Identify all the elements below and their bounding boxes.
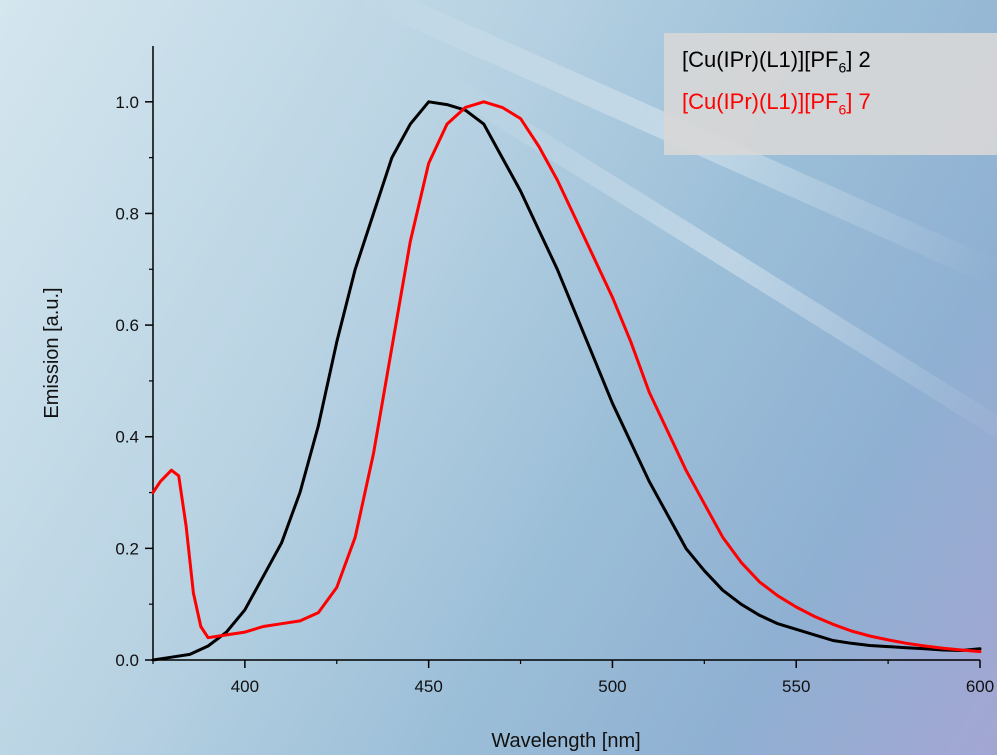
y-tick-label: 0.0 — [115, 651, 139, 670]
legend-subscript: 6 — [838, 101, 847, 118]
x-tick-label: 600 — [966, 677, 994, 696]
y-axis-title: Emission [a.u.] — [41, 287, 63, 418]
y-tick-label: 0.2 — [115, 539, 139, 558]
x-axis-title: Wavelength [nm] — [491, 730, 640, 752]
axes — [152, 46, 980, 661]
x-tick-label: 500 — [598, 677, 626, 696]
y-tick-label: 0.4 — [115, 428, 139, 447]
ticks: 400 450 500 550 600 0.0 0.2 0.4 0.6 0.8 1.0 — [115, 93, 994, 696]
series-layer — [151, 100, 982, 662]
x-tick-label: 550 — [782, 677, 810, 696]
y-tick-label: 0.6 — [115, 316, 139, 335]
legend-text: [Cu(IPr)(L1)][PF — [682, 89, 839, 114]
series-line-red — [151, 100, 982, 654]
x-tick-label: 450 — [414, 677, 442, 696]
x-tick-label: 400 — [231, 677, 259, 696]
legend-text-end: ] 2 — [846, 47, 871, 72]
legend-subscript: 6 — [838, 59, 847, 76]
y-tick-label: 1.0 — [115, 93, 139, 112]
legend-entry-black: [Cu(IPr)(L1)][PF6] 2 — [682, 47, 871, 75]
legend: [Cu(IPr)(L1)][PF6] 2 [Cu(IPr)(L1)][PF6] … — [664, 33, 997, 155]
legend-text-end: ] 7 — [846, 89, 871, 114]
legend-entry-red: [Cu(IPr)(L1)][PF6] 7 — [682, 89, 871, 117]
legend-text: [Cu(IPr)(L1)][PF — [682, 47, 839, 72]
series-line-black — [151, 100, 982, 662]
y-tick-label: 0.8 — [115, 204, 139, 223]
